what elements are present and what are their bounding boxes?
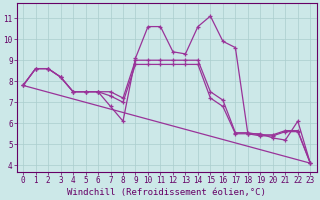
X-axis label: Windchill (Refroidissement éolien,°C): Windchill (Refroidissement éolien,°C) [67,188,266,197]
